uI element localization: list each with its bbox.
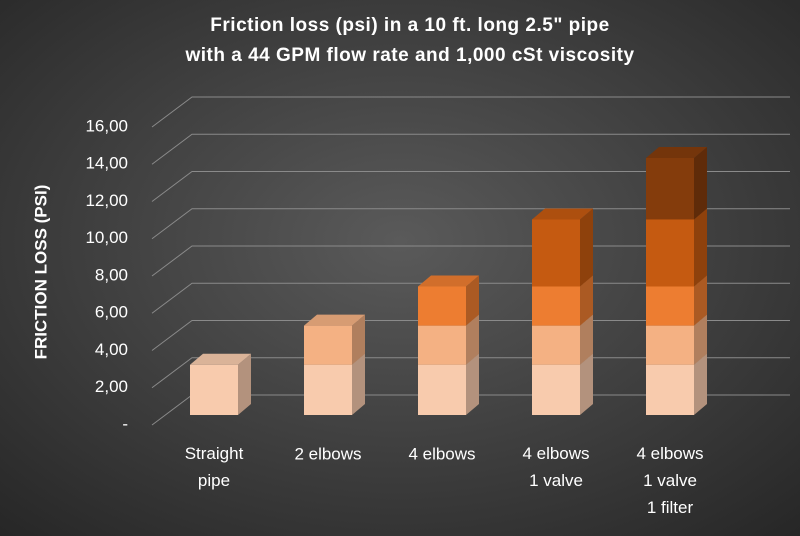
bar-side <box>580 208 593 287</box>
chart-subtitle: with a 44 GPM flow rate and 1,000 cSt vi… <box>184 45 634 66</box>
bar-segment <box>646 314 707 365</box>
bar-side <box>352 353 365 415</box>
grid-line <box>151 133 790 165</box>
bar-front <box>646 157 694 220</box>
bar-segment <box>190 353 251 415</box>
y-tick-label: 16,00 <box>85 116 128 135</box>
grid-line <box>151 96 790 128</box>
bar-top <box>304 314 365 326</box>
y-axis-title: FRICTION LOSS (PSI) <box>31 185 50 360</box>
bar-top <box>532 208 593 220</box>
x-tick-label: 4 elbows <box>408 444 475 463</box>
bar-side <box>580 314 593 365</box>
bar-front <box>418 364 466 415</box>
x-tick-label: 4 elbows 1 valve <box>522 444 589 490</box>
bar-side <box>466 353 479 415</box>
bar-front <box>190 364 238 415</box>
bar-front <box>532 325 580 365</box>
y-tick-label: 12,00 <box>85 191 128 210</box>
bar-side <box>694 275 707 326</box>
bar-front <box>646 219 694 287</box>
bar-side <box>694 146 707 220</box>
y-tick-label: 4,00 <box>95 340 128 359</box>
bar-side <box>694 353 707 415</box>
bar-top <box>646 146 707 158</box>
bar-front <box>418 286 466 326</box>
y-tick-label: 8,00 <box>95 265 128 284</box>
y-tick-label: 10,00 <box>85 228 128 247</box>
x-tick-label: 4 elbows 1 valve 1 filter <box>636 444 703 517</box>
bar-side <box>580 353 593 415</box>
bar-segment <box>532 208 593 287</box>
bar-segment <box>418 275 479 326</box>
bar-side <box>694 314 707 365</box>
bar-front <box>532 219 580 287</box>
bar-segment <box>646 146 707 220</box>
bar-front <box>646 286 694 326</box>
bar-segment <box>304 314 365 365</box>
bar-front <box>418 325 466 365</box>
bar-side <box>238 353 251 415</box>
y-tick-label: - <box>122 414 128 433</box>
y-tick-label: 6,00 <box>95 303 128 322</box>
bar-side <box>580 275 593 326</box>
x-tick-label: Straight pipe <box>185 444 244 490</box>
bar-front <box>304 325 352 365</box>
chart-title: Friction loss (psi) in a 10 ft. long 2.5… <box>210 15 609 36</box>
y-tick-label: 2,00 <box>95 377 128 396</box>
bar-side <box>352 314 365 365</box>
y-tick-label: 14,00 <box>85 154 128 173</box>
x-tick-label: 2 elbows <box>294 444 361 463</box>
bar-front <box>532 286 580 326</box>
bar-side <box>466 275 479 326</box>
bar-front <box>532 364 580 415</box>
bar-segment <box>646 208 707 287</box>
bar-top <box>190 353 251 365</box>
bar-front <box>646 325 694 365</box>
bar-side <box>694 208 707 287</box>
bar-top <box>418 275 479 287</box>
bar-front <box>646 364 694 415</box>
bar-side <box>466 314 479 365</box>
bar-front <box>304 364 352 415</box>
grid-line <box>151 171 790 202</box>
